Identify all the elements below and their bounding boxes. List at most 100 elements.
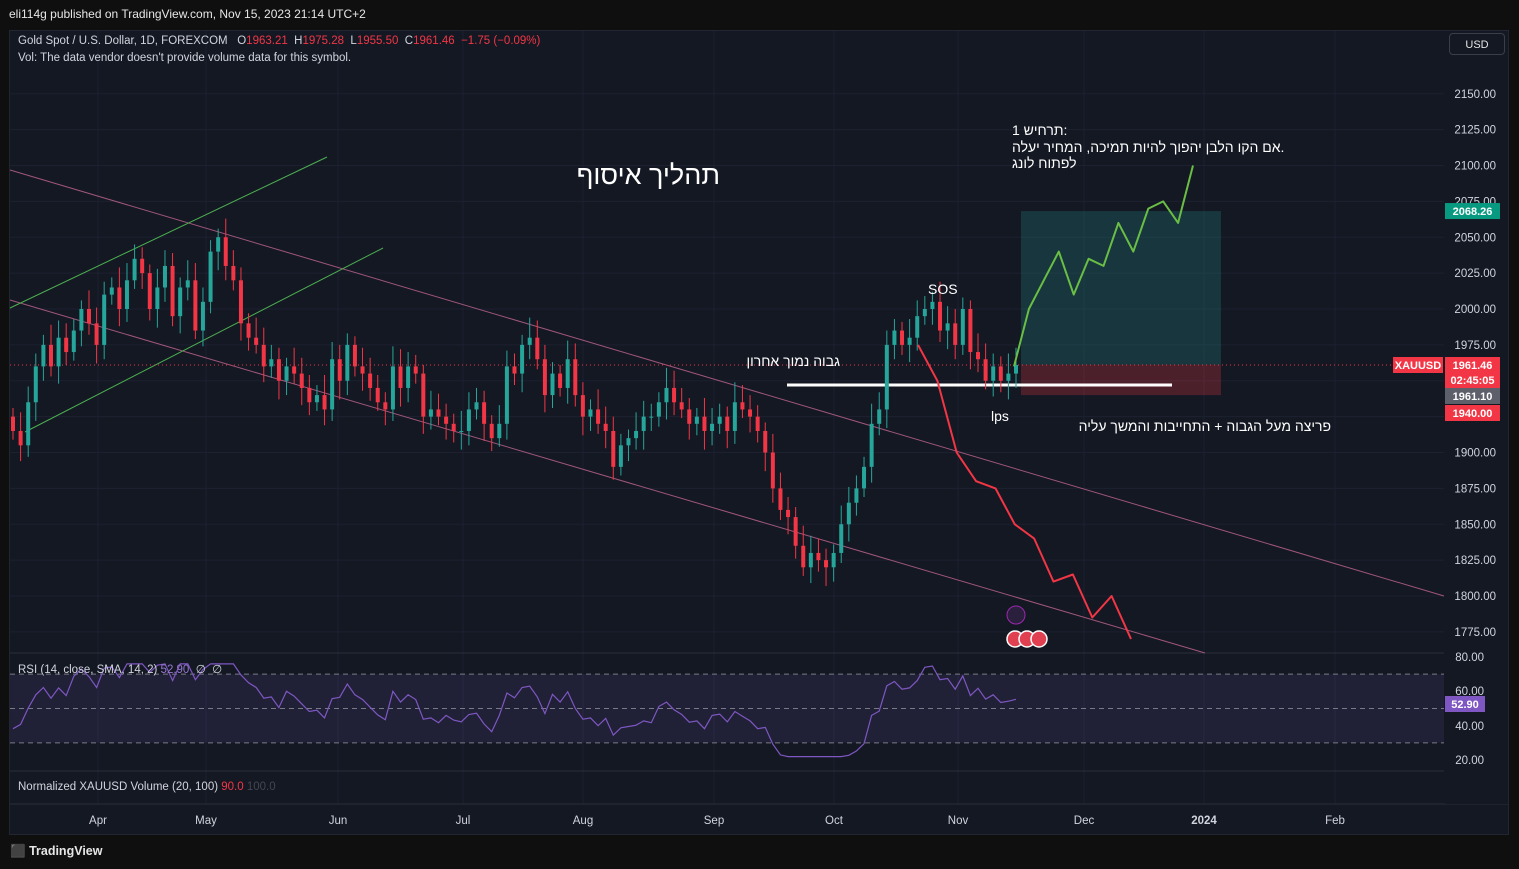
candle-body — [862, 466, 867, 489]
time-tick-label: 2024 — [1191, 815, 1217, 827]
volume-indicator-label: Normalized XAUUSD Volume (20, 100) — [18, 781, 219, 793]
candle-body — [269, 359, 274, 367]
rsi-tick-label: 80.00 — [1455, 652, 1484, 664]
grid-lines — [10, 31, 1508, 805]
change-value: −1.75 (−0.09%) — [461, 35, 541, 47]
candle-body — [109, 287, 114, 295]
candle-body — [945, 323, 950, 331]
candle-body — [938, 301, 943, 331]
price-tick-label: 1850.00 — [1454, 519, 1496, 531]
candle-body — [48, 344, 53, 367]
candle-body — [406, 366, 411, 388]
candle-body — [991, 366, 996, 381]
channel-lower-line — [9, 299, 1206, 654]
rsi-legend[interactable]: RSI (14, close, SMA, 14, 2) 52.90 ∅ ∅ — [18, 662, 222, 676]
price-tick-label: 2000.00 — [1454, 304, 1496, 316]
candle-body — [231, 265, 236, 281]
candle-body — [254, 337, 259, 345]
candle-body — [466, 409, 471, 431]
candle-body — [763, 430, 768, 453]
candle-body — [185, 280, 190, 288]
price-tick-label: 1875.00 — [1454, 483, 1496, 495]
annotation-title: תהליך איסוף — [576, 160, 720, 190]
price-tick-label: 1975.00 — [1454, 340, 1496, 352]
candle-body — [960, 309, 965, 345]
candle-body — [474, 402, 479, 410]
candle-body — [535, 337, 540, 360]
candle-body — [839, 524, 844, 553]
candle-body — [603, 423, 608, 431]
candle-body — [816, 552, 821, 561]
time-tick-label: Dec — [1074, 815, 1095, 827]
candle-body — [307, 387, 312, 403]
candle-body — [869, 423, 874, 467]
volume-note: Vol: The data vendor doesn't provide vol… — [18, 52, 352, 64]
rsi-label: RSI (14, close, SMA, 14, 2) — [18, 664, 158, 676]
candle-body — [147, 273, 152, 309]
bullish-projection-path — [1013, 165, 1194, 367]
candle-body — [542, 359, 547, 396]
candle-body — [375, 387, 380, 403]
rsi-pane — [10, 663, 1444, 758]
candle-body — [337, 359, 342, 381]
svg-text:XAUUSD: XAUUSD — [1395, 360, 1442, 372]
candle-body — [565, 359, 570, 388]
last-price-tag: 1961.46 — [1445, 357, 1500, 373]
candle-body — [808, 552, 813, 568]
tradingview-icon: ⬛ — [10, 844, 26, 858]
svg-text:1940.00: 1940.00 — [1453, 408, 1493, 420]
candle-body — [124, 280, 129, 309]
candle-body — [778, 488, 783, 510]
price-tags: 2068.26 1961.46 02:45:05 1961.10 1940.00 XAUU… — [1393, 203, 1500, 712]
candle-body — [998, 366, 1003, 381]
time-tick-label: Oct — [825, 815, 844, 827]
rsi-extra-2: ∅ — [212, 664, 223, 676]
candle-body — [634, 430, 639, 439]
entry-price-tag: 1961.10 — [1445, 388, 1500, 404]
candle-body — [596, 409, 601, 424]
candle-body — [611, 430, 616, 467]
candle-body — [793, 517, 798, 546]
high-label: H — [294, 35, 303, 47]
bearish-projection-path — [917, 344, 1132, 640]
rsi-value: 52.90 — [160, 664, 190, 676]
candle-body — [679, 402, 684, 410]
symbol-legend[interactable]: Gold Spot / U.S. Dollar, 1D, FOREXCOM O1… — [18, 35, 540, 47]
candle-body — [656, 402, 661, 417]
candle-body — [193, 280, 198, 331]
volume-indicator-legend[interactable]: Normalized XAUUSD Volume (20, 100) 90.0 … — [18, 781, 276, 793]
candle-body — [413, 366, 418, 374]
candle-body — [444, 416, 449, 424]
candle-body — [26, 402, 31, 446]
candle-body — [276, 359, 281, 381]
svg-text:1961.46: 1961.46 — [1453, 360, 1493, 372]
candle-body — [383, 402, 388, 410]
time-axis: Apr May Jun Jul Aug Sep Oct Nov Dec 2024 Feb — [89, 815, 1345, 827]
candle-body — [976, 352, 981, 360]
candle-body — [732, 402, 737, 431]
currency-button[interactable]: USD — [1449, 33, 1505, 55]
candle-body — [459, 430, 464, 432]
candle-body — [892, 330, 897, 345]
candle-body — [368, 373, 373, 388]
close-value: 1961.46 — [413, 35, 455, 47]
close-label: C — [404, 35, 414, 47]
channel-upper-line — [9, 169, 1445, 597]
tradingview-logo[interactable]: ⬛ TradingView — [10, 844, 102, 859]
candle-body — [580, 395, 585, 417]
candle-body — [178, 287, 183, 317]
symbol-name: Gold Spot / U.S. Dollar, 1D, FOREXCOM — [18, 35, 228, 47]
candle-body — [588, 409, 593, 417]
candle-body — [33, 366, 38, 403]
candle-body — [740, 402, 745, 410]
annotation-scenario-2: אם הקו הלבן יהפוך להיות תמיכה, המחיר יעל… — [1012, 139, 1285, 155]
candle-body — [451, 423, 456, 431]
candle-body — [854, 488, 859, 503]
candle-body — [694, 416, 699, 424]
candle-body — [117, 287, 122, 309]
candle-body — [626, 438, 631, 446]
candle-body — [846, 502, 851, 525]
top-bar: eli114g published on TradingView.com, No… — [0, 0, 1519, 30]
candle-body — [755, 416, 760, 431]
